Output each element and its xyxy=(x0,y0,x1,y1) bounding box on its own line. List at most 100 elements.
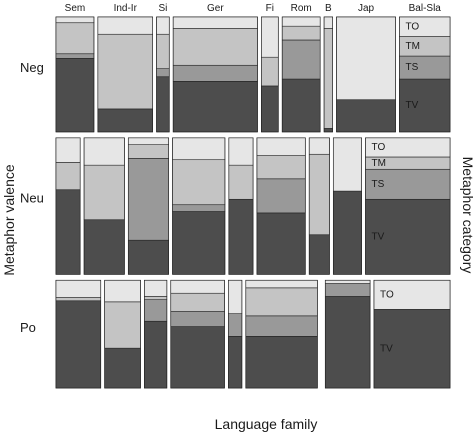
segment-po-jap-ts xyxy=(325,283,371,297)
segment-neg-bal-sla-tv xyxy=(399,78,451,133)
column-label-ger: Ger xyxy=(207,3,224,14)
segment-po-si-tm xyxy=(144,296,168,300)
segment-neg-rom-tv xyxy=(281,78,321,133)
segment-neu-b-tm xyxy=(308,153,330,236)
segment-neg-si-ts xyxy=(156,68,170,78)
segment-neg-fi-tm xyxy=(261,56,279,87)
category-label-ts: TS xyxy=(405,62,418,73)
segment-neu-jap-to xyxy=(333,137,362,192)
segment-po-bal-sla-to xyxy=(373,279,451,310)
segment-neu-b-tv xyxy=(308,234,330,275)
segment-po-jap-tv xyxy=(325,296,371,389)
y2-axis-title: Metaphor category xyxy=(460,157,474,274)
column-label-sem: Sem xyxy=(65,3,86,14)
segment-neg-b-tm xyxy=(323,28,333,129)
segment-neg-fi-tv xyxy=(261,85,279,133)
column-label-fi: Fi xyxy=(266,3,274,14)
segment-neg-ger-tv xyxy=(172,81,258,133)
segment-neu-fi-to xyxy=(228,137,254,166)
segment-neg-jap-to xyxy=(336,16,396,101)
segment-po-ger-tv xyxy=(170,326,225,389)
segment-neg-si-tv xyxy=(156,76,170,133)
segment-po-fi-tv xyxy=(228,336,243,389)
segment-po-bal-sla-tv xyxy=(373,309,451,389)
category-label-tv: TV xyxy=(380,343,393,354)
segment-neg-sem-tv xyxy=(55,58,95,133)
segment-neg-bal-sla-to xyxy=(399,16,451,37)
x-axis-title: Language family xyxy=(215,416,318,432)
segment-neg-sem-to xyxy=(55,16,95,24)
segment-neg-jap-tv xyxy=(336,99,396,133)
segment-neg-si-tm xyxy=(156,33,170,69)
segment-neg-ind-ir-tm xyxy=(97,33,153,110)
segment-neg-fi-to xyxy=(261,16,279,58)
segment-neu-fi-tv xyxy=(228,198,254,275)
segment-po-ind-ir-tv xyxy=(104,347,141,389)
segment-neu-rom-tm xyxy=(256,155,306,180)
segment-neu-fi-tm xyxy=(228,164,254,200)
segment-neg-ger-tm xyxy=(172,28,258,66)
segment-neg-rom-tm xyxy=(281,25,321,41)
column-label-si: Si xyxy=(158,3,167,14)
column-label-bal-sla: Bal-Sla xyxy=(409,3,442,14)
category-label-to: TO xyxy=(380,289,394,300)
segment-po-si-tv xyxy=(144,320,168,389)
segment-po-sem-tm xyxy=(55,297,101,302)
category-label-tm: TM xyxy=(405,41,419,52)
segment-po-rom-tv xyxy=(245,336,318,389)
segment-po-jap-to xyxy=(325,279,371,284)
segment-neu-ind-ir-tv xyxy=(83,219,125,275)
segment-neu-jap-tv xyxy=(333,190,362,275)
segment-po-sem-tv xyxy=(55,300,101,389)
column-label-rom: Rom xyxy=(291,3,312,14)
segment-po-ind-ir-tm xyxy=(104,301,141,349)
row-label-neg: Neg xyxy=(20,60,44,75)
segment-po-si-to xyxy=(144,279,168,297)
segment-neu-ind-ir-to xyxy=(83,137,125,166)
category-label-tv: TV xyxy=(405,100,418,111)
category-label-tm: TM xyxy=(372,158,386,169)
segment-neu-rom-tv xyxy=(256,212,306,275)
segment-neg-rom-to xyxy=(281,16,321,27)
segment-neu-b-to xyxy=(308,137,330,155)
category-label-ts: TS xyxy=(372,179,385,190)
segment-neg-sem-ts xyxy=(55,53,95,59)
segment-po-ger-to xyxy=(170,279,225,294)
segment-po-ind-ir-to xyxy=(104,279,141,303)
segment-neg-b-tv xyxy=(323,128,333,133)
segment-neu-ger-ts xyxy=(172,204,226,212)
segment-po-sem-to xyxy=(55,279,101,298)
segment-po-rom-ts xyxy=(245,315,318,337)
segment-neu-si-ts xyxy=(128,158,169,241)
column-label-b: B xyxy=(325,3,332,14)
segment-neg-rom-ts xyxy=(281,39,321,80)
segment-neu-ger-tm xyxy=(172,159,226,206)
segment-neg-sem-tm xyxy=(55,22,95,55)
y-axis-title: Metaphor valence xyxy=(1,164,17,276)
segment-neu-bal-sla-tv xyxy=(365,198,451,275)
segment-neg-ind-ir-tv xyxy=(97,108,153,133)
segment-neu-bal-sla-ts xyxy=(365,168,451,200)
segment-neg-ger-ts xyxy=(172,64,258,82)
segment-po-si-ts xyxy=(144,299,168,322)
segment-neu-rom-to xyxy=(256,137,306,156)
segment-po-fi-ts xyxy=(228,313,243,337)
row-label-po: Po xyxy=(20,320,36,335)
category-label-to: TO xyxy=(405,21,419,32)
column-label-ind-ir: Ind-Ir xyxy=(114,3,138,14)
column-label-jap: Jap xyxy=(358,3,375,14)
segment-neu-rom-ts xyxy=(256,178,306,214)
category-label-tv: TV xyxy=(372,231,385,242)
row-label-neu: Neu xyxy=(20,191,44,206)
segment-neu-sem-tv xyxy=(55,189,81,275)
segment-neu-si-tm xyxy=(128,144,169,159)
segment-neu-ind-ir-tm xyxy=(83,164,125,221)
segment-neu-si-tv xyxy=(128,239,169,275)
segment-neg-si-to xyxy=(156,16,170,35)
segment-neu-bal-sla-to xyxy=(365,137,451,158)
segment-neg-ger-to xyxy=(172,16,258,29)
segment-neg-ind-ir-to xyxy=(97,16,153,35)
segment-po-ger-tm xyxy=(170,292,225,312)
segment-neu-ger-to xyxy=(172,137,226,161)
